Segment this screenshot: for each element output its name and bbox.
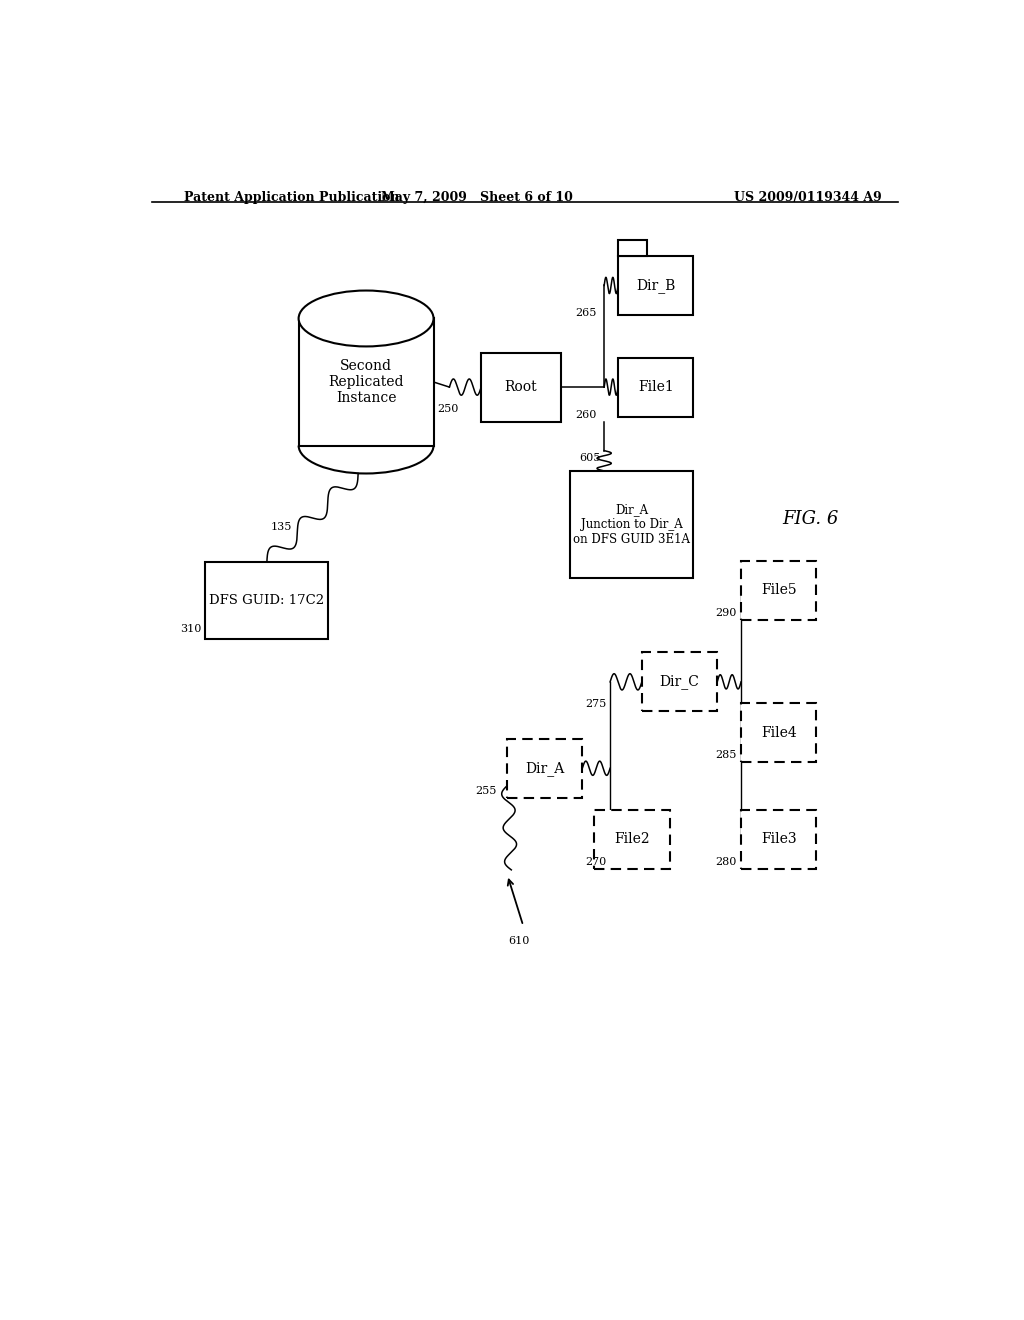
Bar bbox=[481, 352, 560, 421]
Text: 280: 280 bbox=[716, 857, 737, 867]
Text: Dir_A: Dir_A bbox=[525, 760, 564, 776]
Text: 250: 250 bbox=[437, 404, 459, 414]
Text: 285: 285 bbox=[716, 750, 737, 760]
Text: File1: File1 bbox=[638, 380, 674, 395]
Text: 605: 605 bbox=[579, 453, 600, 463]
Text: File3: File3 bbox=[761, 833, 797, 846]
Ellipse shape bbox=[299, 290, 433, 346]
Bar bbox=[206, 562, 329, 639]
Text: Second
Replicated
Instance: Second Replicated Instance bbox=[329, 359, 403, 405]
Text: Dir_C: Dir_C bbox=[659, 675, 699, 689]
Text: May 7, 2009   Sheet 6 of 10: May 7, 2009 Sheet 6 of 10 bbox=[381, 191, 573, 203]
Text: File5: File5 bbox=[761, 583, 797, 598]
Text: 270: 270 bbox=[585, 857, 606, 867]
Text: 275: 275 bbox=[585, 700, 606, 709]
Text: 135: 135 bbox=[270, 521, 292, 532]
Text: Dir_A
Junction to Dir_A
on DFS GUID 3E1A: Dir_A Junction to Dir_A on DFS GUID 3E1A bbox=[573, 503, 690, 545]
Text: 310: 310 bbox=[180, 623, 202, 634]
Text: Patent Application Publication: Patent Application Publication bbox=[183, 191, 399, 203]
Bar bbox=[618, 240, 647, 256]
Bar bbox=[618, 256, 693, 315]
Bar bbox=[741, 561, 816, 620]
Text: DFS GUID: 17C2: DFS GUID: 17C2 bbox=[209, 594, 325, 607]
Bar bbox=[299, 318, 433, 446]
Bar bbox=[741, 810, 816, 869]
Text: FIG. 6: FIG. 6 bbox=[782, 511, 839, 528]
Bar bbox=[594, 810, 670, 869]
Bar bbox=[507, 739, 583, 797]
Text: 260: 260 bbox=[574, 409, 596, 420]
Bar bbox=[741, 704, 816, 762]
Text: 290: 290 bbox=[716, 607, 737, 618]
Bar bbox=[642, 652, 717, 711]
Text: 610: 610 bbox=[509, 936, 530, 946]
Text: 265: 265 bbox=[574, 308, 596, 318]
Bar bbox=[618, 358, 693, 417]
Text: US 2009/0119344 A9: US 2009/0119344 A9 bbox=[734, 191, 882, 203]
Text: File4: File4 bbox=[761, 726, 797, 739]
Text: Dir_B: Dir_B bbox=[636, 279, 676, 293]
Text: Root: Root bbox=[505, 380, 538, 395]
Text: 255: 255 bbox=[475, 785, 497, 796]
Text: File2: File2 bbox=[614, 833, 650, 846]
Bar bbox=[570, 471, 693, 578]
